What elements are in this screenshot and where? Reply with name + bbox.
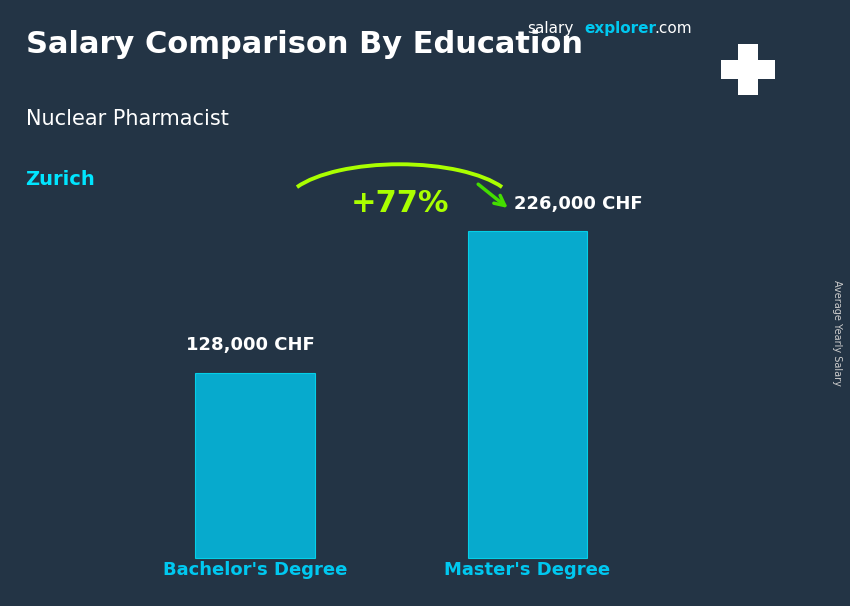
Text: 128,000 CHF: 128,000 CHF (186, 336, 315, 355)
Text: Salary Comparison By Education: Salary Comparison By Education (26, 30, 582, 59)
Text: salary: salary (527, 21, 574, 36)
Text: +77%: +77% (350, 189, 449, 218)
Text: .com: .com (654, 21, 692, 36)
Bar (738, 44, 758, 95)
Text: 226,000 CHF: 226,000 CHF (513, 195, 643, 213)
Text: Nuclear Pharmacist: Nuclear Pharmacist (26, 109, 229, 129)
Text: explorer: explorer (585, 21, 657, 36)
Text: Zurich: Zurich (26, 170, 95, 188)
Bar (721, 60, 775, 79)
Bar (468, 231, 586, 558)
Text: Bachelor's Degree: Bachelor's Degree (163, 561, 347, 579)
Bar (196, 373, 314, 558)
Text: Master's Degree: Master's Degree (444, 561, 610, 579)
Text: Average Yearly Salary: Average Yearly Salary (832, 281, 842, 386)
